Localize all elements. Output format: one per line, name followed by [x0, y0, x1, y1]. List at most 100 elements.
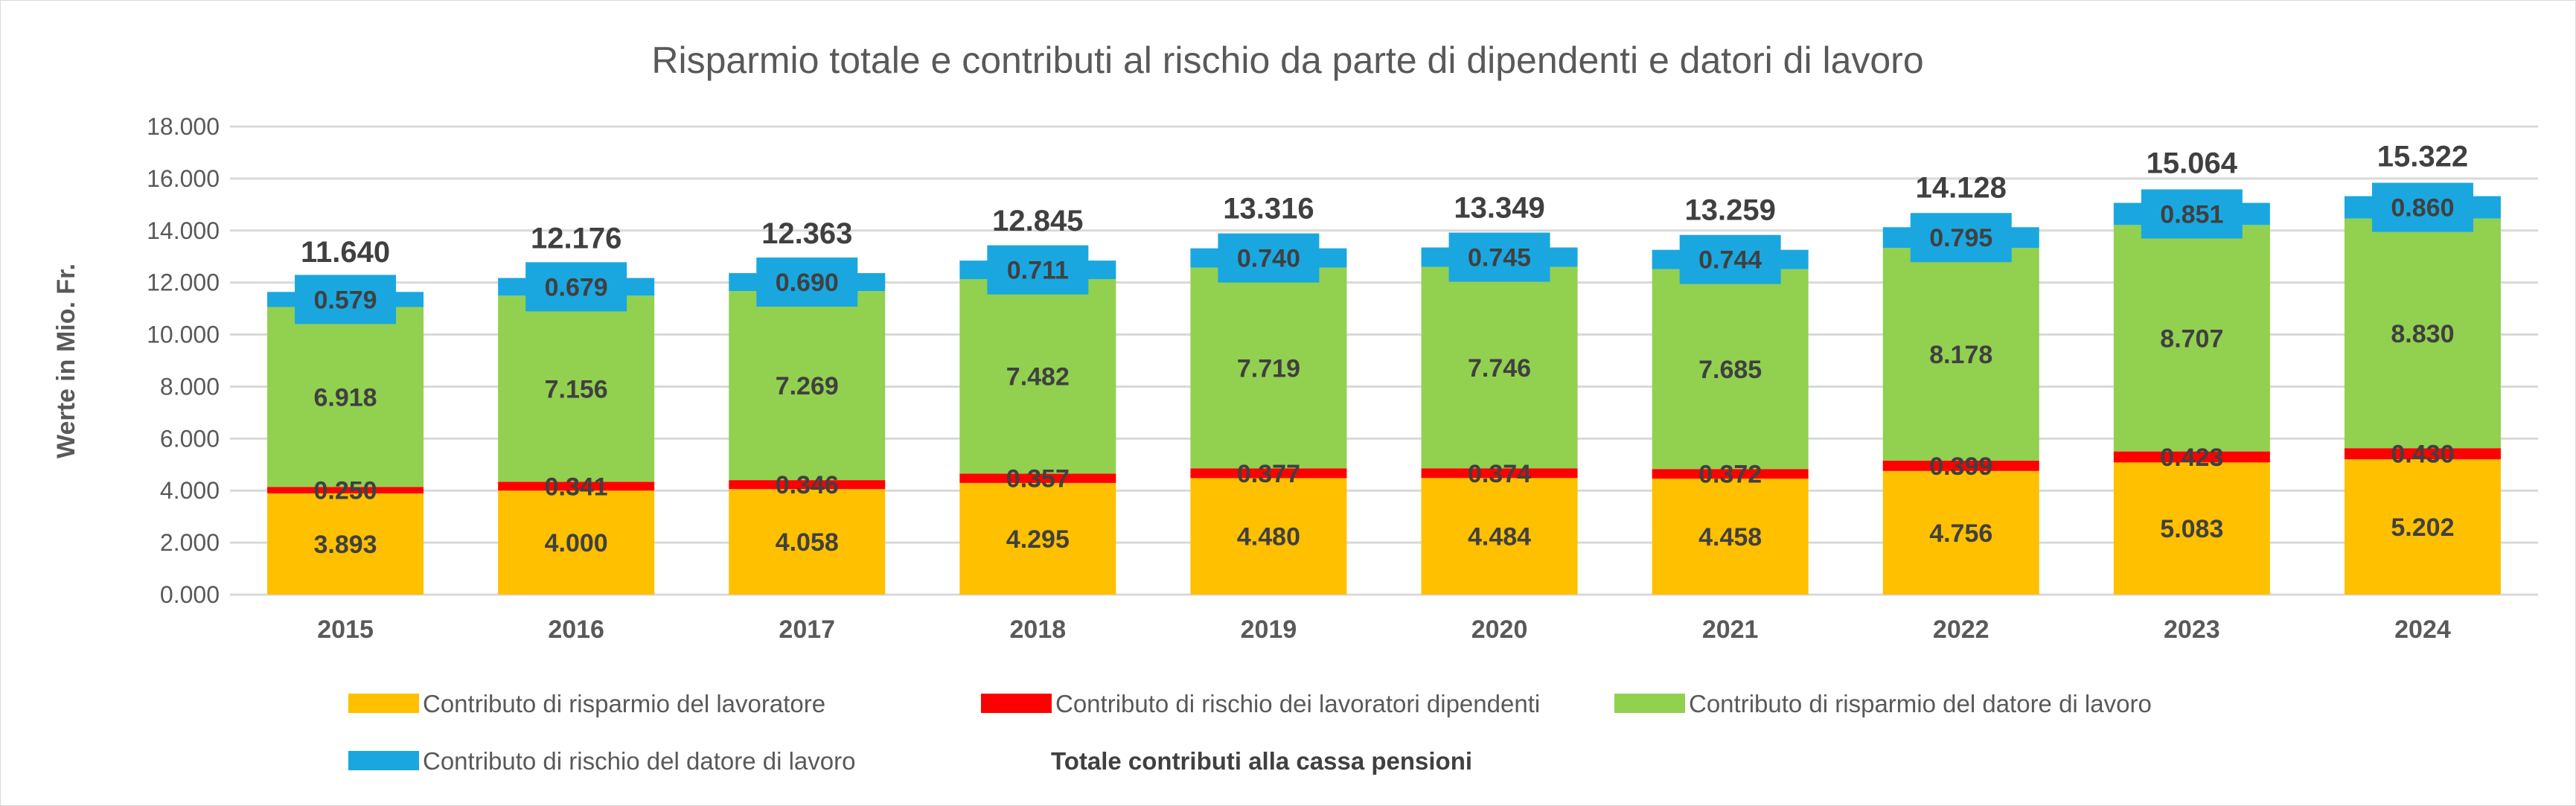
data-label: 4.058: [776, 528, 839, 557]
data-label-box: [295, 275, 397, 324]
data-label: 7.719: [1237, 354, 1300, 383]
data-label: 0.745: [1468, 244, 1531, 272]
data-label: 7.156: [545, 375, 608, 403]
bar-segment-2: [1652, 269, 1809, 470]
y-tick-label: 6.000: [160, 425, 220, 452]
x-tick-label: 2020: [1471, 615, 1528, 644]
y-tick-label: 8.000: [160, 373, 220, 400]
bar-segment-1: [267, 487, 424, 493]
total-label: 12.363: [761, 217, 852, 250]
data-label: 0.795: [1929, 224, 1992, 252]
legend-label: Contributo di risparmio del lavoratore: [423, 690, 825, 717]
data-label: 0.744: [1698, 246, 1762, 275]
data-label: 4.480: [1237, 523, 1300, 551]
total-label: 12.176: [531, 223, 621, 255]
y-tick-label: 16.000: [147, 165, 220, 192]
total-label: 14.128: [1916, 171, 2007, 204]
data-label: 0.346: [776, 471, 839, 499]
bar-segment-1: [1882, 460, 2039, 471]
y-tick-label: 10.000: [147, 322, 220, 348]
data-label-box: [2141, 189, 2243, 239]
data-label: 0.860: [2391, 194, 2454, 223]
data-label-box: [1448, 232, 1550, 282]
x-tick-label: 2022: [1933, 615, 1989, 644]
bar-segment-0: [267, 493, 424, 595]
legend-label: Contributo di risparmio del datore di la…: [1689, 690, 2152, 717]
bar-segment-0: [498, 490, 655, 595]
bar-segment-1: [959, 473, 1116, 483]
bar-segment-2: [498, 295, 655, 482]
data-label: 0.250: [314, 477, 377, 505]
y-tick-label: 2.000: [160, 529, 220, 556]
legend-swatch: [1614, 694, 1685, 713]
bar-segment-1: [729, 480, 886, 490]
x-tick-label: 2019: [1241, 615, 1297, 644]
bar-segment-1: [2344, 448, 2501, 460]
bar-segment-2: [1882, 248, 2039, 461]
data-label: 8.707: [2160, 324, 2223, 353]
bar-segment-2: [729, 291, 886, 481]
bar-segment-0: [1421, 478, 1578, 595]
data-label: 4.458: [1698, 523, 1762, 551]
data-label: 3.893: [314, 531, 377, 559]
bar-segment-0: [959, 482, 1116, 595]
data-label: 0.372: [1698, 461, 1762, 489]
bar-segment-1: [1421, 468, 1578, 479]
data-label: 4.000: [545, 529, 608, 557]
y-tick-label: 12.000: [147, 269, 220, 296]
bar-segment-2: [1421, 266, 1578, 469]
data-label: 5.202: [2391, 514, 2454, 542]
data-label: 7.269: [776, 372, 839, 400]
data-label: 0.711: [1007, 257, 1069, 285]
bar-segment-2: [959, 278, 1116, 474]
bar-segment-1: [2113, 451, 2270, 463]
legend-item[interactable]: Contributo di risparmio del lavoratore: [348, 690, 825, 717]
data-label: 4.756: [1929, 519, 1992, 548]
legend-swatch: [981, 694, 1052, 713]
data-label: 8.178: [1929, 341, 1992, 369]
x-tick-label: 2023: [2164, 615, 2220, 644]
legend-label: Totale contributi alla cassa pensioni: [1051, 747, 1472, 775]
x-tick-label: 2021: [1702, 615, 1759, 644]
data-label: 0.579: [314, 286, 377, 314]
data-label: 8.830: [2391, 320, 2454, 348]
total-label: 13.349: [1454, 192, 1544, 225]
bar-segment-0: [729, 489, 886, 595]
data-label: 4.484: [1468, 523, 1531, 551]
bar-segment-2: [267, 307, 424, 487]
data-label-box: [1910, 213, 2012, 263]
data-label: 7.482: [1006, 363, 1070, 391]
bar-segment-1: [498, 482, 655, 491]
data-label: 0.679: [545, 273, 608, 301]
data-label-box: [525, 262, 627, 312]
data-label: 4.295: [1006, 525, 1070, 554]
data-label: 0.377: [1237, 460, 1300, 488]
y-tick-label: 14.000: [147, 217, 220, 244]
legend-item[interactable]: Contributo di rischio del datore di lavo…: [348, 747, 855, 775]
data-label: 5.083: [2160, 515, 2223, 543]
data-label: 0.357: [1006, 465, 1070, 493]
legend-label: Contributo di rischio dei lavoratori dip…: [1055, 690, 1540, 717]
total-label: 15.322: [2377, 141, 2468, 173]
data-label-box: [756, 258, 858, 307]
bar-segment-2: [2113, 225, 2270, 452]
data-label-box: [1218, 233, 1320, 283]
data-label: 0.399: [1929, 452, 1992, 481]
total-label: 12.845: [992, 205, 1083, 237]
data-label: 0.690: [776, 269, 839, 297]
x-tick-label: 2024: [2394, 615, 2451, 644]
x-tick-label: 2015: [317, 615, 374, 644]
y-tick-label: 4.000: [160, 477, 220, 504]
data-label: 6.918: [314, 383, 377, 412]
legend-swatch: [348, 751, 419, 770]
legend-item[interactable]: Contributo di risparmio del datore di la…: [1614, 690, 2152, 717]
data-label-box: [2371, 182, 2473, 232]
x-tick-label: 2018: [1010, 615, 1067, 644]
legend-item-totals[interactable]: Totale contributi alla cassa pensioni: [1051, 747, 1472, 775]
y-tick-label: 18.000: [147, 113, 220, 140]
legend-item[interactable]: Contributo di rischio dei lavoratori dip…: [981, 690, 1540, 717]
data-label: 0.851: [2160, 200, 2223, 228]
total-label: 11.640: [301, 236, 390, 269]
data-label: 7.746: [1468, 354, 1531, 383]
